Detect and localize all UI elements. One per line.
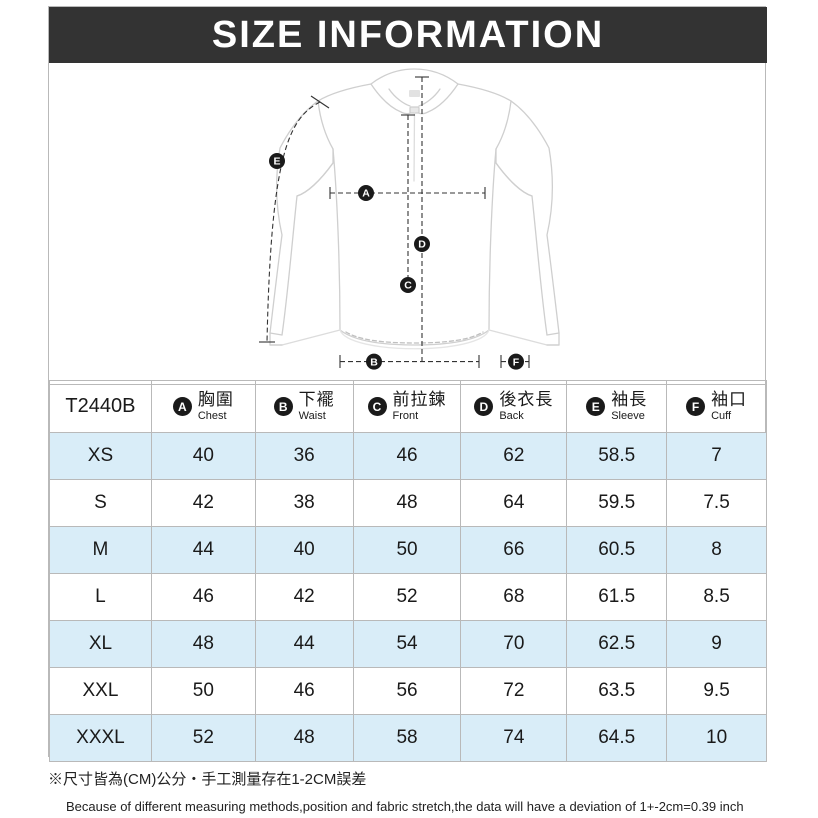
svg-text:C: C bbox=[404, 280, 412, 292]
svg-text:A: A bbox=[362, 188, 370, 200]
svg-text:E: E bbox=[273, 156, 280, 168]
svg-text:D: D bbox=[418, 239, 426, 251]
svg-text:F: F bbox=[513, 356, 520, 368]
svg-text:B: B bbox=[370, 356, 378, 368]
